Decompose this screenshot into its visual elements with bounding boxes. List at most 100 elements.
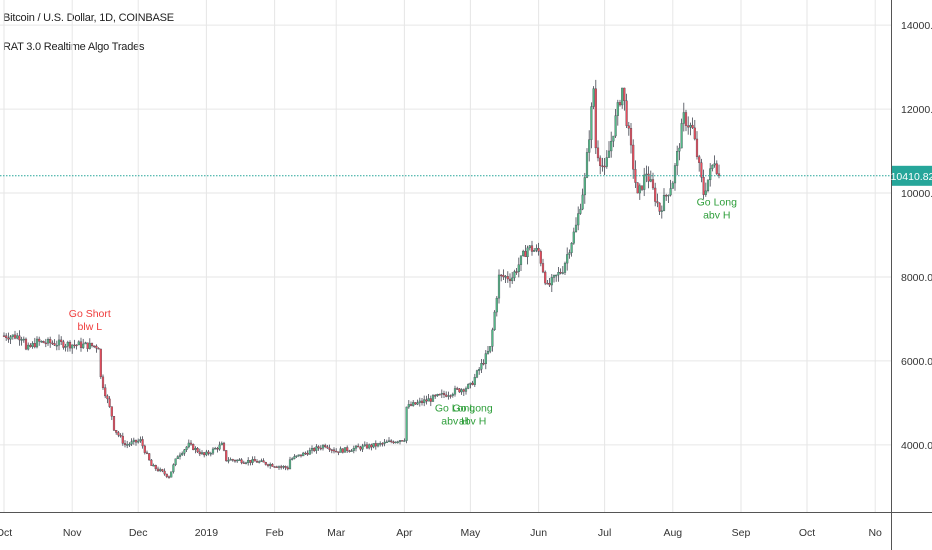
candle-body [568,252,571,255]
candle-body [88,342,91,349]
candle-body [654,187,657,202]
candle-body [535,248,538,251]
candle-body [698,156,701,163]
indicator-name[interactable]: RAT 3.0 Realtime Algo Trades [3,41,145,53]
candle-body [150,459,153,466]
y-tick-label: 12000.00 [901,104,932,116]
candle-body [361,445,364,450]
candle-body [445,394,448,397]
y-tick-label: 4000.00 [901,440,932,452]
long-signal-label: abv H [459,415,486,427]
long-signal-label: Go Long [435,402,475,414]
candle-body [700,162,703,178]
candle-body [310,448,314,451]
candle-body [713,163,716,166]
x-tick-label: Apr [396,527,413,539]
candle-body [491,329,494,347]
candle-body [398,440,402,442]
candle-body [233,459,237,462]
candle-body [691,124,694,129]
candle-body [379,443,382,445]
candle-body [610,140,613,152]
candle-body [486,351,490,354]
candle-body [412,402,415,406]
candle-body [651,179,655,189]
candle-body [513,271,516,279]
candle-body [13,334,17,339]
candle-body [365,444,369,449]
candle-body [381,443,384,445]
candle-body [225,450,228,461]
candle-body [680,123,683,149]
candle-body [715,163,718,174]
candle-body [145,452,149,454]
candle-body [374,443,377,447]
candle-body [447,395,450,397]
candle-body [49,339,52,344]
candle-body [363,444,366,447]
candle-body [405,406,408,441]
long-signal-label: abv H [703,210,730,222]
candle-body [97,347,100,350]
candle-body [330,449,333,451]
long-signal-label: abv H [441,415,468,427]
candle-body [38,338,41,342]
candle-body [185,446,188,450]
candle-body [174,458,177,465]
candle-body [154,465,157,470]
candle-body [423,399,426,404]
candle-body [20,339,23,341]
candle-body [643,174,646,190]
candle-body [99,348,102,378]
candle-body [260,460,263,462]
candle-body [541,263,545,273]
candle-body [130,441,133,445]
candle-body [218,444,221,450]
x-tick-label: Mar [327,527,346,539]
candle-body [112,416,116,431]
candle-body [662,195,666,211]
candle-body [467,384,470,389]
candle-body [656,201,659,204]
candle-body [84,342,87,345]
candle-body [368,444,371,449]
candle-body [178,454,182,457]
candle-body [515,271,518,273]
x-tick-label: No [868,527,882,539]
candle-body [44,342,47,345]
candle-body [431,395,435,402]
candle-body [119,434,122,437]
candle-body [704,190,707,195]
candle-body [596,147,600,159]
candle-body [669,188,672,196]
candle-body [22,338,25,341]
candle-body [64,346,67,348]
candle-body [60,339,63,342]
candle-body [35,338,39,348]
candle-body [458,388,461,393]
candle-body [108,398,111,407]
candle-body [438,394,441,396]
candle-body [11,334,14,337]
short-signal-label: Go Short [69,308,111,320]
candle-body [176,456,179,460]
candle-body [280,466,283,468]
candle-body [200,452,204,455]
candle-body [687,125,690,128]
candle-body [137,440,140,443]
candle-body [332,449,336,452]
candle-body [717,173,721,176]
candle-body [407,404,410,408]
candle-body [484,353,487,365]
candle-body [585,152,589,178]
candle-body [530,245,534,252]
candle-body [62,341,65,348]
candle-body [495,297,498,313]
x-tick-label: Feb [266,527,284,539]
candle-body [161,469,164,472]
candle-body [563,262,567,273]
candle-body [247,460,250,463]
last-price-label: 10410.82 [891,171,932,183]
candle-body [667,194,670,197]
